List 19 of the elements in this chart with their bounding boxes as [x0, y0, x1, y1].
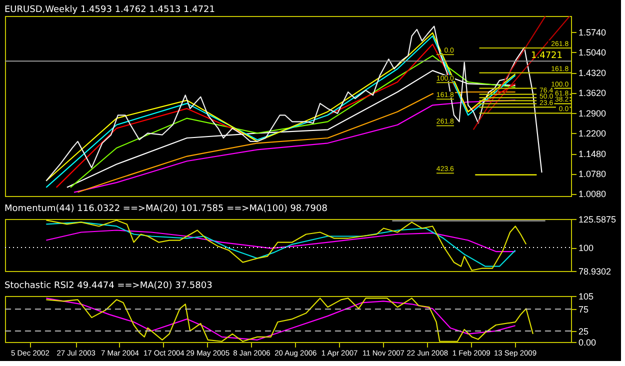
chart-title: Stochastic RSI2 49.4474 ==>MA(20) 37.5803 — [4, 281, 212, 291]
y-tick-label: 100 — [578, 243, 594, 254]
y-tick-label: 78.9302 — [578, 266, 612, 276]
y-tick-label: 25 — [578, 326, 589, 337]
y-tick-label: 1.2200 — [578, 128, 606, 139]
y-tick-label: 0.00 — [578, 338, 596, 348]
y-tick-label: 1.4320 — [578, 68, 606, 78]
y-tick-label: 1.5740 — [578, 28, 606, 38]
y-tick-label: 1.0080 — [578, 189, 606, 200]
y-tick-label: 1.0780 — [578, 169, 606, 180]
chart-title: EURUSD,Weekly 1.4593 1.4762 1.4513 1.4721 — [4, 5, 216, 15]
chart-title: Momentum(44) 116.0322 ==>MA(20) 101.7585 ==>MA(100) 98.7908 — [4, 204, 328, 214]
y-tick-label: 1.1480 — [578, 149, 606, 160]
y-tick-label: 125.5875 — [578, 214, 616, 224]
y-tick-label: 1.2900 — [578, 108, 606, 119]
y-tick-label: 1.3620 — [578, 88, 606, 98]
y-tick-label: 1.5040 — [578, 48, 606, 58]
y-tick-label: 75 — [578, 304, 589, 315]
y-tick-label: 105 — [578, 292, 594, 302]
